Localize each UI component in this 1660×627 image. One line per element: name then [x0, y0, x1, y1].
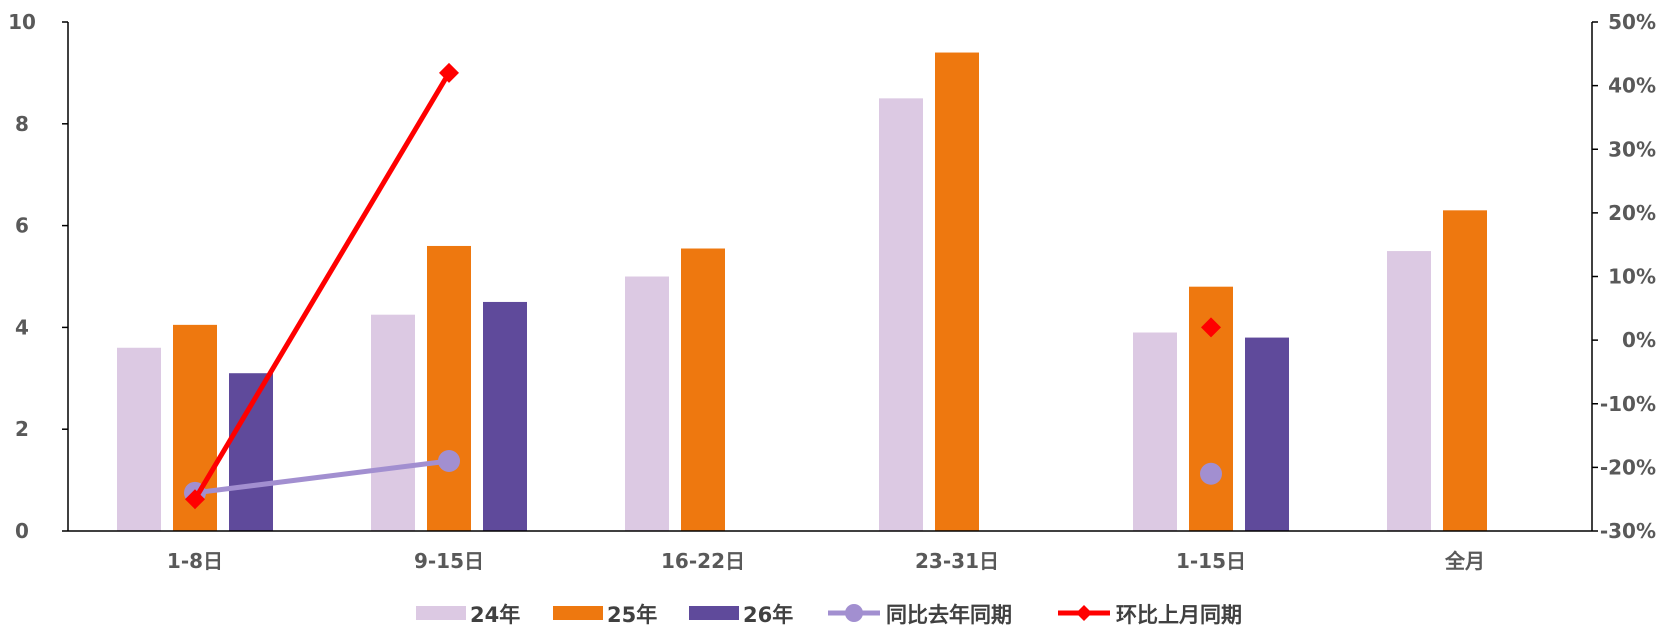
legend-label-24年: 24年	[470, 603, 520, 627]
legend-item-26年: 26年	[689, 603, 793, 627]
bar-25年-全月	[1443, 210, 1487, 531]
y-right-tick-label: 10%	[1608, 265, 1656, 289]
bar-24年-1-15日	[1133, 332, 1177, 531]
legend-swatch-25年	[553, 606, 603, 620]
legend-label-同比去年同期: 同比去年同期	[886, 603, 1012, 627]
x-tick-label: 9-15日	[414, 549, 484, 573]
legend-swatch-26年	[689, 606, 739, 620]
y-right-tick-label: 40%	[1608, 74, 1656, 98]
y-right-tick-label: 50%	[1608, 10, 1656, 34]
y-right-tick-label: 30%	[1608, 137, 1656, 161]
x-tick-label: 全月	[1444, 549, 1485, 573]
legend-item-同比去年同期: 同比去年同期	[828, 603, 1012, 627]
bar-26年-1-8日	[229, 373, 273, 531]
y-left-tick-label: 0	[15, 519, 29, 543]
legend-marker-同比去年同期	[845, 604, 863, 622]
y-left-tick-label: 10	[8, 10, 36, 34]
bar-25年-23-31日	[935, 52, 979, 531]
bar-layer	[117, 52, 1487, 532]
y-left-tick-label: 8	[15, 112, 29, 136]
y-right-tick-label: -10%	[1600, 392, 1656, 416]
bar-26年-1-15日	[1245, 337, 1289, 531]
bar-24年-全月	[1387, 251, 1431, 532]
y-left-tick-label: 6	[15, 214, 29, 238]
bar-26年-9-15日	[483, 301, 527, 531]
y-right-tick-label: 20%	[1608, 201, 1656, 225]
legend: 24年 25年 26年 同比去年同期 环比上月同期	[416, 603, 1242, 627]
y-right-tick-label: -20%	[1600, 455, 1656, 479]
line-layer	[184, 62, 1222, 510]
bar-24年-9-15日	[371, 314, 415, 531]
legend-marker-环比上月同期	[1076, 605, 1092, 621]
y-left-tick-label: 2	[15, 417, 29, 441]
bar-24年-23-31日	[879, 98, 923, 531]
point-环比上月同期-1-15日	[1201, 317, 1221, 338]
point-环比上月同期-1-8日	[185, 489, 205, 510]
point-同比去年同期-9-15日	[438, 450, 460, 473]
bar-24年-16-22日	[625, 276, 669, 531]
axes-layer: 0 2 4 6 8 10 -30% -20% -10% 0% 10% 20% 30% 40% 50% 1-8日…	[8, 10, 1656, 573]
legend-label-26年: 26年	[743, 603, 793, 627]
legend-item-24年: 24年	[416, 603, 520, 627]
bar-25年-9-15日	[427, 245, 471, 531]
y-right-tick-label: -30%	[1600, 519, 1656, 543]
legend-item-环比上月同期: 环比上月同期	[1058, 603, 1242, 627]
y-left-tick-label: 4	[15, 315, 29, 339]
x-tick-label: 16-22日	[661, 549, 745, 573]
x-tick-label: 23-31日	[915, 549, 999, 573]
legend-label-环比上月同期: 环比上月同期	[1116, 603, 1242, 627]
x-tick-label: 1-15日	[1176, 549, 1246, 573]
y-right-tick-label: 0%	[1622, 328, 1656, 352]
legend-item-25年: 25年	[553, 603, 657, 627]
bar-24年-1-8日	[117, 347, 161, 531]
bar-25年-16-22日	[681, 248, 725, 531]
x-tick-label: 1-8日	[167, 549, 223, 573]
legend-label-25年: 25年	[607, 603, 657, 627]
point-同比去年同期-1-15日	[1200, 462, 1222, 485]
line-同比去年同期	[194, 458, 450, 496]
legend-swatch-24年	[416, 606, 466, 620]
line-环比上月同期	[192, 71, 452, 501]
point-环比上月同期-9-15日	[439, 62, 459, 83]
